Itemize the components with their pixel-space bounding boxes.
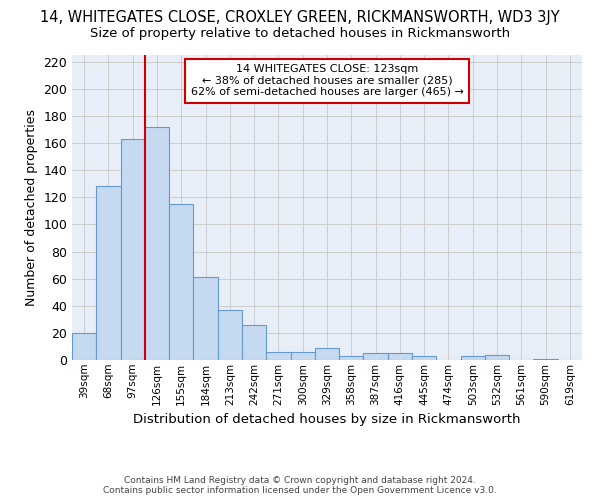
X-axis label: Distribution of detached houses by size in Rickmansworth: Distribution of detached houses by size … [133,413,521,426]
Bar [96,186,121,360]
Bar [485,354,509,360]
Bar [266,352,290,360]
Text: Contains HM Land Registry data © Crown copyright and database right 2024.
Contai: Contains HM Land Registry data © Crown c… [103,476,497,495]
Bar [315,348,339,360]
Bar [412,356,436,360]
Bar [121,139,145,360]
Bar [218,310,242,360]
Bar [533,358,558,360]
Bar [290,352,315,360]
Text: Size of property relative to detached houses in Rickmansworth: Size of property relative to detached ho… [90,28,510,40]
Text: 14, WHITEGATES CLOSE, CROXLEY GREEN, RICKMANSWORTH, WD3 3JY: 14, WHITEGATES CLOSE, CROXLEY GREEN, RIC… [40,10,560,25]
Bar [242,325,266,360]
Bar [364,353,388,360]
Bar [461,356,485,360]
Bar [339,356,364,360]
Y-axis label: Number of detached properties: Number of detached properties [25,109,38,306]
Text: 14 WHITEGATES CLOSE: 123sqm
← 38% of detached houses are smaller (285)
62% of se: 14 WHITEGATES CLOSE: 123sqm ← 38% of det… [191,64,463,98]
Bar [72,333,96,360]
Bar [169,204,193,360]
Bar [193,278,218,360]
Bar [145,127,169,360]
Bar [388,353,412,360]
